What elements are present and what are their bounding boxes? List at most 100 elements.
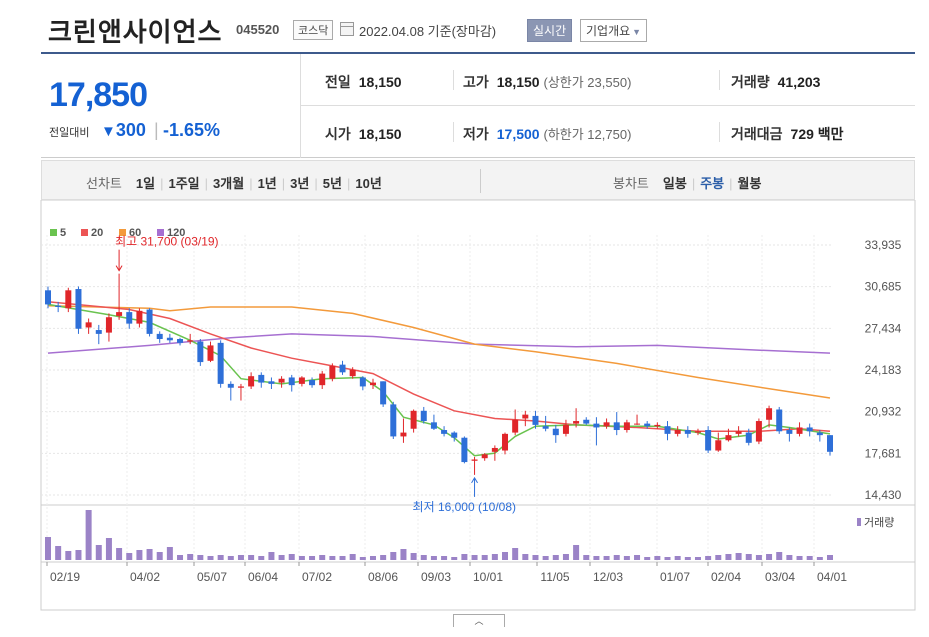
volume-bar: [390, 552, 397, 560]
candle: [623, 419, 630, 433]
candle: [471, 456, 478, 475]
candle-body: [126, 312, 133, 324]
candle-body: [593, 423, 600, 428]
volume-bar: [136, 550, 143, 560]
divider: [719, 122, 720, 142]
company-info-button[interactable]: 기업개요 ▼: [580, 19, 648, 42]
lower-limit: (하한가 12,750): [543, 127, 632, 142]
candle: [745, 428, 752, 446]
x-tick-label: 09/03: [421, 570, 451, 584]
volume-bar: [156, 552, 163, 560]
prev-close-value: 18,150: [358, 74, 402, 90]
x-tick-label: 06/04: [248, 570, 278, 584]
volume-bar: [146, 549, 153, 560]
candle-body: [776, 409, 783, 432]
open-value: 18,150: [358, 126, 402, 142]
volume-bar: [400, 549, 407, 560]
candle: [603, 418, 610, 429]
candle: [197, 339, 204, 366]
candle-body: [644, 423, 651, 427]
low-price: 저가 17,500 (하한가 12,750): [463, 124, 631, 144]
x-tick-label: 02/04: [711, 570, 741, 584]
chart-frame: [40, 199, 916, 611]
volume-label: 거래량: [731, 74, 770, 90]
volume-bar: [654, 556, 661, 560]
volume-bar: [55, 546, 62, 560]
volume-bar: [522, 554, 529, 560]
y-tick-label: 27,434: [865, 321, 902, 335]
candle: [116, 273, 123, 320]
candle-body: [583, 419, 590, 424]
period-1y[interactable]: 1년: [257, 176, 277, 191]
change-separator: |: [154, 120, 159, 140]
price-summary: 17,850 전일대비 ▼300 | -1.65% 전일 18,150 고가 18,…: [41, 52, 915, 158]
stock-code: 045520: [236, 22, 280, 37]
candle: [827, 435, 833, 456]
candle-chart-label: 봉차트: [613, 176, 649, 191]
legend-swatch: [50, 229, 57, 236]
candle-monthly[interactable]: 월봉: [737, 176, 762, 191]
amount-value: 729 백만: [790, 126, 844, 142]
volume-bar: [735, 553, 742, 560]
candle-body: [674, 430, 681, 434]
realtime-button[interactable]: 실시간: [527, 19, 573, 42]
divider: [453, 70, 454, 90]
candle-body: [410, 410, 417, 429]
high-price: 고가 18,150 (상한가 23,550): [463, 72, 631, 92]
candle: [258, 372, 265, 388]
volume-bar: [319, 555, 326, 560]
candle: [613, 412, 620, 436]
down-triangle-icon: ▼: [101, 123, 116, 140]
low-annotation: 최저 16,000 (10/08): [413, 500, 516, 514]
candle-body: [552, 428, 559, 436]
candle-body: [187, 340, 194, 342]
candle-body: [227, 383, 234, 388]
legend-swatch: [157, 229, 164, 236]
candle-body: [258, 374, 265, 383]
volume-bar: [471, 555, 478, 560]
candle-body: [755, 421, 762, 442]
candle-body: [745, 432, 752, 443]
candle-body: [177, 339, 184, 343]
period-10y[interactable]: 10년: [355, 176, 382, 191]
candle-daily[interactable]: 일봉: [662, 176, 687, 191]
y-tick-label: 33,935: [865, 238, 902, 252]
candle: [339, 360, 346, 375]
candle: [288, 374, 295, 392]
period-3m[interactable]: 3개월: [213, 176, 245, 191]
candle-body: [613, 422, 620, 431]
candle-body: [207, 345, 214, 361]
legend-label: 60: [129, 227, 141, 239]
candle-body: [85, 322, 92, 328]
candle-body: [45, 290, 51, 305]
collapse-toggle[interactable]: ︿: [453, 614, 505, 627]
candle: [95, 324, 102, 345]
candle-body: [95, 330, 102, 334]
candle-body: [146, 309, 153, 334]
candle-body: [715, 440, 722, 451]
volume-bar: [583, 555, 590, 560]
chevron-up-icon: ︿: [474, 616, 484, 626]
candle-body: [481, 454, 488, 459]
legend-label: 5: [60, 227, 66, 239]
x-tick-label: 04/02: [130, 570, 160, 584]
x-tick-label: 10/01: [473, 570, 503, 584]
period-1w[interactable]: 1주일: [168, 176, 200, 191]
candle: [522, 410, 529, 427]
candle-body: [400, 432, 407, 437]
candle-weekly[interactable]: 주봉: [700, 176, 725, 191]
volume-bar: [227, 556, 234, 560]
candle: [654, 422, 661, 429]
volume-bar: [380, 555, 387, 560]
x-tick-label: 01/07: [660, 570, 690, 584]
candle-body: [522, 414, 529, 419]
period-3y[interactable]: 3년: [290, 176, 310, 191]
candle-body: [664, 426, 671, 434]
period-5y[interactable]: 5년: [322, 176, 342, 191]
candle-body: [430, 422, 437, 429]
x-tick-label: 08/06: [368, 570, 398, 584]
volume-bar: [502, 552, 509, 560]
candle-body: [816, 432, 823, 436]
ma60-line: [47, 304, 831, 399]
period-1d[interactable]: 1일: [135, 176, 156, 191]
